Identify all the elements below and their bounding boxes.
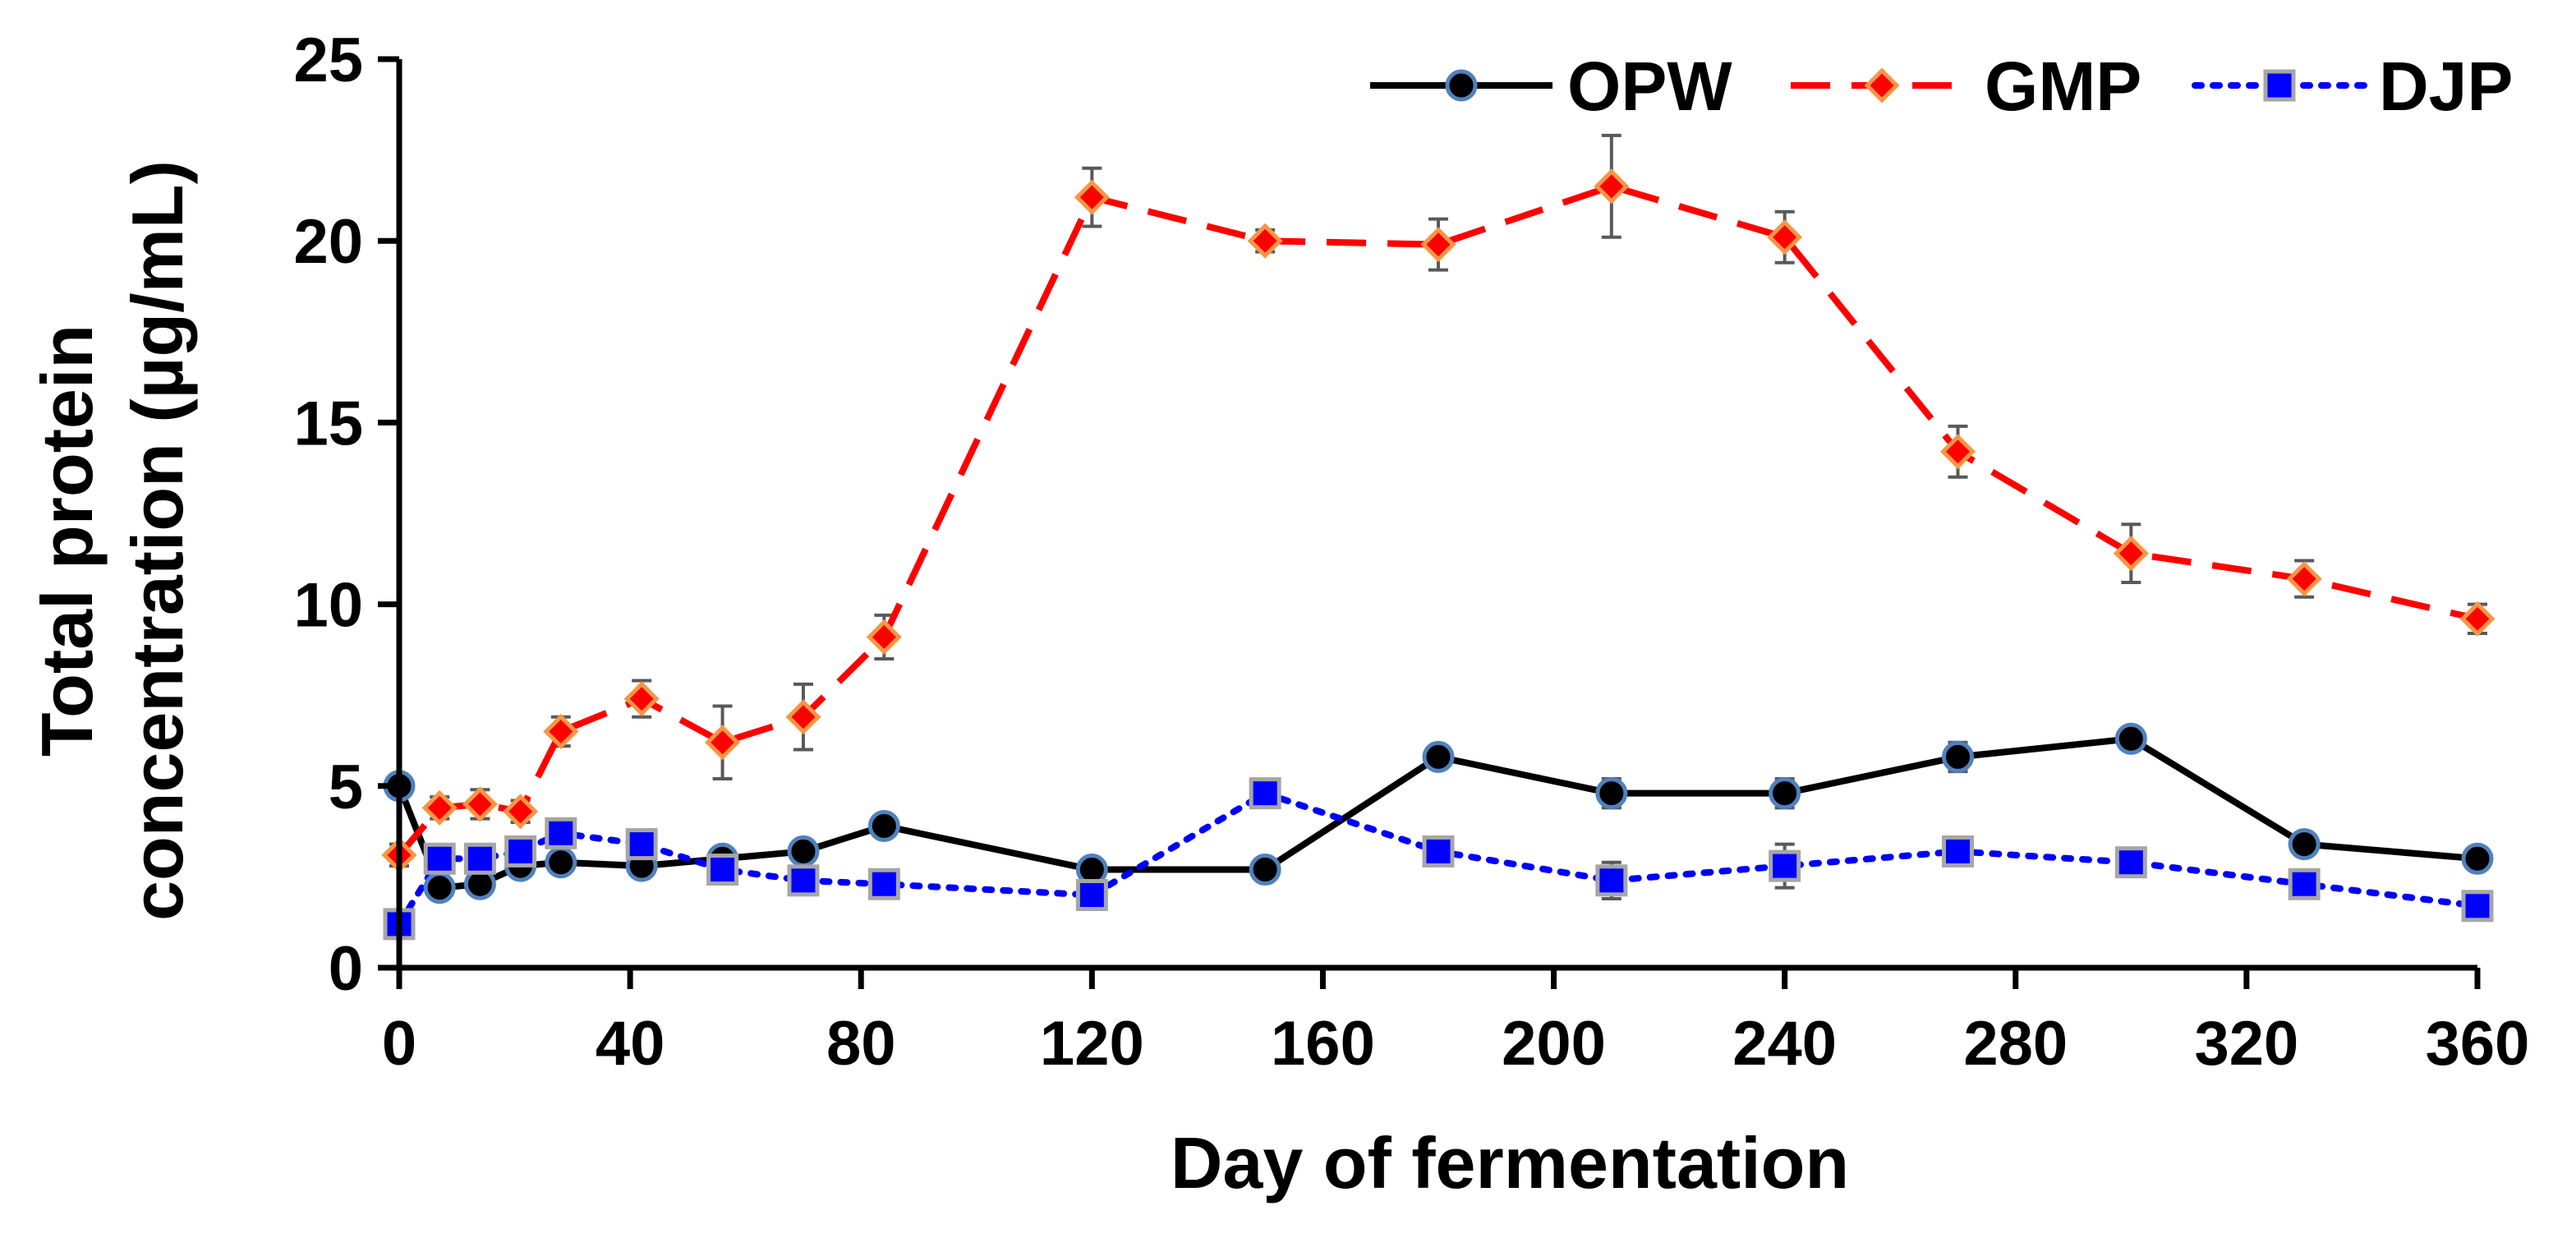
- opw-data-point: [2288, 828, 2321, 861]
- legend: OPW GMP DJP: [1370, 48, 2513, 125]
- legend-gmp-marker: [1864, 67, 1900, 104]
- gmp-data-point: [1939, 434, 1976, 470]
- gmp-data-point: [705, 725, 741, 761]
- opw-data-point: [1769, 777, 1801, 810]
- x-tick-label: 360: [2426, 1009, 2530, 1079]
- axes: 0 40 80 120 160 200 240 280 320 360 0 5 10 15 20 25: [293, 25, 2529, 1079]
- opw-data-point: [787, 835, 820, 868]
- y-axis-title-line-2: concentration (µg/mL): [117, 160, 198, 921]
- x-tick-label: 200: [1502, 1009, 1606, 1079]
- djp-data-point: [2461, 890, 2494, 923]
- djp-data-point: [2288, 868, 2321, 900]
- gmp-data-point: [503, 794, 539, 830]
- djp-data-point: [706, 854, 739, 886]
- djp-data-point: [1769, 849, 1801, 882]
- y-tick-label: 5: [329, 752, 363, 822]
- x-tick-label: 0: [382, 1009, 416, 1079]
- legend-djp-label: DJP: [2379, 48, 2513, 125]
- opw-data-point: [1422, 740, 1455, 773]
- legend-opw-marker: [1445, 69, 1478, 102]
- legend-opw-label: OPW: [1567, 48, 1732, 125]
- gmp-data-point: [2459, 601, 2496, 637]
- djp-data-point: [1422, 835, 1455, 868]
- djp-data-point: [504, 835, 537, 868]
- djp-data-point: [1249, 777, 1281, 810]
- legend-djp-marker: [2263, 69, 2296, 102]
- x-tick-label: 80: [826, 1009, 896, 1079]
- y-tick-label: 10: [293, 571, 363, 641]
- x-tick-label: 40: [596, 1009, 665, 1079]
- gmp-data-point: [785, 699, 821, 735]
- djp-data-point: [1075, 879, 1108, 912]
- opw-data-point: [1595, 777, 1628, 810]
- djp-data-point: [463, 842, 496, 875]
- x-tick-label: 160: [1271, 1009, 1375, 1079]
- opw-data-point: [867, 809, 900, 842]
- opw-data-point: [545, 846, 577, 879]
- y-tick-label: 25: [293, 25, 363, 95]
- x-tick-label: 240: [1732, 1009, 1837, 1079]
- opw-data-point: [2461, 842, 2494, 875]
- gmp-data-point: [1247, 223, 1283, 259]
- djp-data-point: [545, 817, 577, 849]
- gmp-data-point: [1074, 179, 1110, 215]
- djp-data-point: [1595, 864, 1628, 897]
- gmp-data-point: [421, 789, 458, 826]
- gmp-data-point: [2113, 536, 2149, 572]
- x-tick-label: 120: [1040, 1009, 1144, 1079]
- gmp-data-point: [1420, 227, 1456, 263]
- series-lines: [396, 182, 2481, 927]
- gmp-data-point: [543, 713, 579, 749]
- y-tick-label: 15: [293, 389, 363, 458]
- djp-data-point: [867, 868, 900, 900]
- djp-data-point: [1942, 835, 1974, 868]
- gmp-data-point: [866, 619, 902, 655]
- y-axis-title-line-1: Total protein: [26, 324, 108, 757]
- gmp-data-point: [462, 786, 498, 822]
- djp-data-point: [787, 864, 820, 897]
- x-axis-title: Day of fermentation: [1171, 1122, 1849, 1203]
- djp-data-point: [2114, 846, 2147, 879]
- legend-gmp-label: GMP: [1985, 48, 2141, 125]
- x-tick-label: 320: [2194, 1009, 2298, 1079]
- djp-data-point: [423, 842, 456, 875]
- opw-data-point: [1942, 740, 1974, 773]
- y-tick-label: 20: [293, 207, 363, 277]
- gmp-data-point: [1594, 168, 1630, 205]
- opw-data-point: [2114, 722, 2147, 755]
- series-markers: [381, 168, 2496, 941]
- x-tick-label: 280: [1963, 1009, 2068, 1079]
- djp-data-point: [625, 828, 658, 861]
- opw-data-point: [1249, 854, 1281, 886]
- gmp-data-point: [1767, 219, 1803, 255]
- gmp-data-point: [623, 681, 660, 717]
- gmp-data-point: [2286, 561, 2322, 597]
- y-tick-label: 0: [329, 934, 363, 1004]
- opw-data-point: [423, 872, 456, 904]
